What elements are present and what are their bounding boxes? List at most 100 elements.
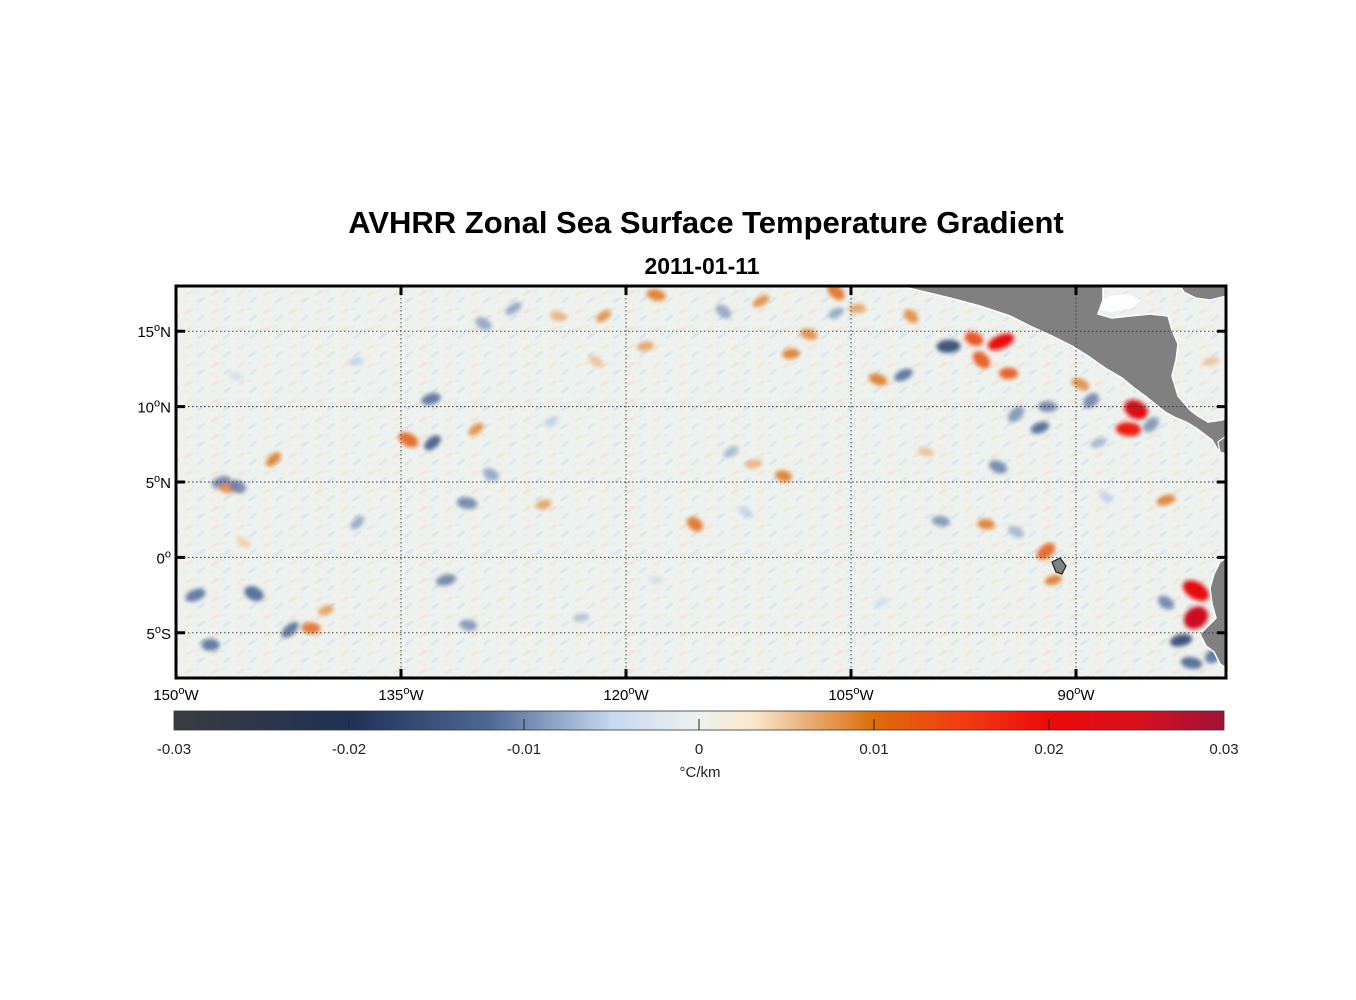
land-galapagos: [1051, 557, 1067, 575]
colorbar-tick-label: -0.02: [332, 741, 366, 758]
gradient-feature: [752, 295, 770, 308]
gradient-feature: [535, 499, 552, 510]
lon-tick-label: 105oW: [828, 685, 874, 704]
gradient-feature: [827, 286, 845, 301]
gradient-feature: [475, 317, 492, 331]
gradient-feature: [1099, 491, 1113, 504]
gradient-feature: [648, 575, 664, 585]
chart-title: AVHRR Zonal Sea Surface Temperature Grad…: [348, 205, 1064, 240]
gradient-feature: [1183, 606, 1209, 630]
gradient-feature: [1036, 543, 1056, 560]
gradient-feature: [936, 339, 961, 353]
gradient-feature: [715, 304, 732, 319]
gradient-feature: [972, 351, 991, 369]
gradient-feature: [201, 638, 220, 651]
gradient-feature: [1083, 393, 1099, 409]
gradient-feature: [421, 393, 441, 406]
gradient-feature: [988, 460, 1008, 474]
gradient-feature: [483, 468, 499, 481]
gradient-feature: [894, 368, 913, 382]
lon-tick-label: 120oW: [603, 685, 649, 704]
gradient-feature: [318, 605, 334, 616]
gradient-feature: [436, 574, 456, 586]
axis-ticks: [174, 286, 1226, 678]
colorbar-tick-label: 0.01: [859, 741, 888, 758]
gradient-feature: [977, 518, 995, 530]
lat-tick-label: 15oN: [137, 322, 171, 341]
gradient-feature: [505, 302, 522, 316]
gradient-feature: [185, 588, 206, 602]
gradient-feature: [774, 470, 793, 482]
gradient-feature: [228, 372, 244, 381]
land-south-america: [1199, 557, 1226, 669]
gradient-feature: [1007, 406, 1025, 423]
gradient-feature: [1156, 494, 1176, 506]
gradient-feature: [348, 357, 364, 366]
gradient-feature: [1030, 421, 1050, 434]
gradient-feature: [636, 341, 655, 352]
gradient-feature: [1045, 574, 1062, 586]
gradient-feature: [1142, 417, 1160, 433]
latitude-labels: 15oN 10oN 5oN 0o 5oS: [137, 322, 171, 643]
colorbar-label: °C/km: [679, 764, 721, 781]
gradient-feature: [646, 289, 666, 301]
gradient-feature: [1182, 580, 1210, 601]
gradient-feature: [1090, 437, 1107, 448]
gradient-feature: [236, 536, 251, 549]
gridlines: [176, 286, 1226, 678]
gradient-feature: [987, 333, 1015, 351]
gradient-feature: [868, 373, 888, 386]
gradient-feature: [266, 452, 281, 467]
colorbar-tick-label: 0: [695, 741, 703, 758]
gradient-feature: [1008, 525, 1024, 538]
gradient-feature: [544, 416, 558, 428]
gradient-feature: [550, 311, 567, 322]
colorbar-tick-label: -0.03: [157, 741, 191, 758]
gradient-feature: [782, 348, 800, 360]
land-central-america: [899, 286, 1226, 451]
gradient-feature: [723, 445, 739, 458]
gradient-feature: [398, 432, 419, 448]
gradient-feature: [281, 621, 299, 638]
colorbar-tick-label: 0.02: [1034, 741, 1063, 758]
gradient-feature: [572, 613, 590, 623]
gradient-feature: [228, 479, 247, 494]
lat-tick-label: 10oN: [137, 398, 171, 417]
lat-tick-label: 0o: [157, 548, 171, 567]
gradient-feature: [848, 303, 866, 314]
land-colombia: [1217, 435, 1226, 455]
gradient-feature: [424, 435, 441, 451]
lon-tick-label: 135oW: [378, 685, 424, 704]
gradient-feature: [1180, 656, 1203, 669]
gradient-feature: [744, 459, 763, 469]
gradient-feature: [931, 515, 951, 527]
gradient-feature: [1157, 595, 1175, 610]
gradient-feature: [1202, 357, 1220, 366]
gradient-feature: [468, 422, 484, 436]
gradient-feature: [1124, 399, 1148, 420]
gradient-feature: [739, 506, 753, 519]
gradient-feature: [964, 331, 984, 346]
lat-tick-label: 5oN: [146, 473, 171, 492]
land-yucatan-edge: [1179, 286, 1226, 301]
gradient-feature: [1115, 422, 1142, 437]
gradient-feature: [917, 447, 935, 457]
gradient-feature: [301, 622, 321, 635]
gradient-feature: [350, 515, 365, 530]
gradient-feature: [873, 596, 889, 609]
lon-tick-label: 150oW: [153, 685, 199, 704]
lon-tick-label: 90oW: [1058, 685, 1096, 704]
gradient-feature: [999, 367, 1018, 380]
gradient-feature: [244, 586, 264, 602]
colorbar-tick-label: -0.01: [507, 741, 541, 758]
colorbar-ticks: -0.03 -0.02 -0.01 0 0.01 0.02 0.03: [157, 719, 1239, 758]
gradient-feature: [456, 497, 478, 509]
chart-subtitle: 2011-01-11: [644, 253, 760, 279]
gradient-feature: [459, 619, 478, 631]
gradient-feature: [1037, 401, 1058, 413]
gradient-feature: [596, 310, 611, 323]
gradient-feature: [903, 309, 919, 324]
gradient-feature: [588, 355, 604, 368]
